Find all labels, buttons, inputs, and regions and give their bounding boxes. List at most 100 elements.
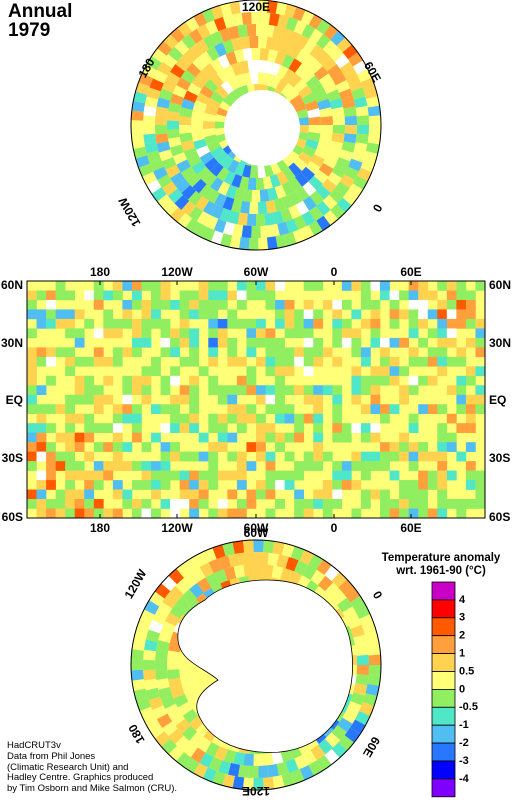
legend-bin-label: 0.5 [459,665,474,677]
anomaly-cell [303,385,314,396]
anomaly-cell [313,66,329,81]
anomaly-cell [313,318,324,329]
anomaly-cell [350,624,365,638]
anomaly-cell [162,181,178,196]
anomaly-cell [208,508,219,518]
anomaly-cell [437,347,448,358]
anomaly-cell [399,508,409,518]
anomaly-cell [380,508,390,518]
anomaly-cell [360,356,371,367]
anomaly-cell [288,44,302,59]
anomaly-cell [27,347,37,358]
anomaly-cell [155,125,168,135]
anomaly-cell [389,299,400,310]
anomaly-cell [351,480,362,490]
anomaly-cell [356,654,369,665]
anomaly-cell [284,3,297,19]
anomaly-cell [331,725,347,741]
anomaly-cell [202,226,216,242]
anomaly-cell [239,0,250,14]
anomaly-cell [112,413,123,424]
anomaly-cell [179,356,190,367]
anomaly-cell [46,309,56,320]
anomaly-cell [141,366,152,377]
anomaly-cell [189,404,200,415]
anomaly-cell [266,0,278,14]
anomaly-cell [65,423,76,433]
anomaly-cell [146,87,161,100]
anomaly-cell [275,366,285,377]
anomaly-cell [303,309,314,320]
anomaly-cell [151,290,161,301]
anomaly-cell [220,155,234,170]
anomaly-cell [294,347,305,358]
anomaly-cell [199,752,214,768]
anomaly-cell [227,385,238,396]
anomaly-cell [313,442,324,452]
anomaly-cell [246,337,257,348]
anomaly-cell [265,385,276,396]
anomaly-cell [183,90,198,103]
anomaly-cell [55,499,66,509]
anomaly-cell [222,542,235,557]
anomaly-cell [310,82,325,96]
anomaly-cell [289,94,304,107]
anomaly-cell [294,560,308,576]
world-lat-label-left: 30N [1,336,23,350]
anomaly-cell [475,318,485,329]
anomaly-cell [170,413,180,424]
anomaly-cell [446,328,457,339]
anomaly-cell [179,290,190,301]
anomaly-cell [233,187,245,201]
anomaly-cell [206,97,221,110]
anomaly-cell [74,385,85,396]
anomaly-cell [294,461,305,471]
anomaly-cell [122,404,133,415]
anomaly-cell [65,508,76,518]
anomaly-cell [46,499,56,509]
anomaly-cell [303,508,314,518]
anomaly-cell [263,540,275,554]
anomaly-cell [93,442,104,452]
anomaly-cell [326,89,341,102]
anomaly-cell [236,385,247,396]
anomaly-cell [281,181,295,196]
anomaly-cell [202,8,216,24]
anomaly-cell [338,88,354,101]
anomaly-cell [208,309,219,320]
anomaly-cell [65,432,76,443]
anomaly-cell [236,356,247,367]
anomaly-cell [292,101,307,113]
legend-swatch [431,671,456,690]
anomaly-cell [344,69,359,84]
anomaly-cell [275,347,285,358]
anomaly-cell [288,58,302,73]
anomaly-cell [248,765,259,778]
anomaly-cell [122,281,133,291]
anomaly-cell [170,508,180,518]
anomaly-cell [356,665,369,676]
anomaly-cell [227,413,238,424]
anomaly-cell [227,309,238,320]
anomaly-cell [418,470,429,481]
anomaly-cell [356,115,369,125]
anomaly-cell [275,470,285,481]
anomaly-cell [475,366,485,377]
anomaly-cell [399,480,409,490]
anomaly-cell [274,51,287,66]
anomaly-cell [122,489,133,500]
anomaly-cell [151,489,161,500]
south-label-60w: 60W [244,526,269,540]
anomaly-cell [309,190,325,206]
anomaly-cell [360,77,376,91]
anomaly-cell [198,290,209,301]
anomaly-cell [241,225,252,238]
anomaly-cell [256,489,266,500]
anomaly-cell [389,309,400,320]
anomaly-cell [133,91,148,104]
anomaly-cell [46,347,56,358]
anomaly-cell [151,470,161,481]
anomaly-cell [155,133,169,144]
anomaly-cell [36,413,47,424]
anomaly-cell [389,337,400,348]
